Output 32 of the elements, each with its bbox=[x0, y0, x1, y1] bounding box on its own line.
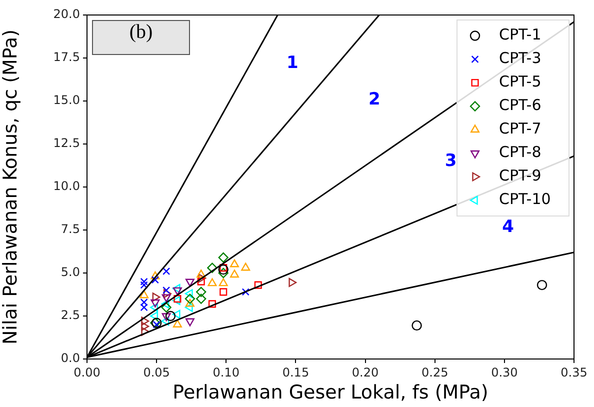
legend-label: CPT-8 bbox=[499, 143, 542, 162]
legend-label: CPT-1 bbox=[499, 26, 542, 44]
x-tick-label: 0.35 bbox=[560, 365, 588, 380]
x-axis-title: Perlawanan Geser Lokal, fs (MPa) bbox=[172, 382, 488, 404]
x-tick-label: 0.30 bbox=[491, 365, 518, 380]
legend-label: CPT-10 bbox=[499, 190, 551, 208]
y-tick-label: 15.0 bbox=[53, 93, 80, 108]
legend-label: CPT-7 bbox=[499, 120, 542, 138]
y-tick-label: 12.5 bbox=[53, 136, 80, 150]
x-tick-label: 0.15 bbox=[282, 365, 310, 380]
x-tick-label: 0.25 bbox=[422, 365, 448, 380]
annotation: 2 bbox=[368, 89, 380, 110]
legend-label: CPT-3 bbox=[499, 49, 542, 68]
legend-label: CPT-5 bbox=[499, 72, 542, 91]
y-tick-label: 10.0 bbox=[53, 179, 80, 194]
y-axis-title: Nilai Perlawanan Konus, qc (MPa) bbox=[0, 29, 22, 345]
legend-label: CPT-6 bbox=[499, 96, 542, 114]
y-tick-label: 0.0 bbox=[60, 351, 80, 366]
annotation: 1 bbox=[286, 52, 298, 73]
y-tick-label: 7.5 bbox=[60, 222, 80, 236]
y-tick-label: 5.0 bbox=[60, 265, 80, 280]
x-tick-label: 0.05 bbox=[143, 365, 170, 380]
legend-label: CPT-9 bbox=[499, 166, 542, 185]
y-tick-label: 20.0 bbox=[53, 7, 80, 22]
annotation: 4 bbox=[502, 217, 514, 238]
label-box: (b) bbox=[92, 20, 190, 55]
annotation: 3 bbox=[444, 150, 457, 171]
x-tick-label: 0.10 bbox=[212, 365, 240, 380]
y-tick-label: 17.5 bbox=[53, 50, 80, 64]
y-tick-label: 2.5 bbox=[60, 308, 80, 322]
x-tick-label: 0.20 bbox=[352, 365, 379, 380]
x-tick-label: 0.00 bbox=[74, 365, 100, 380]
